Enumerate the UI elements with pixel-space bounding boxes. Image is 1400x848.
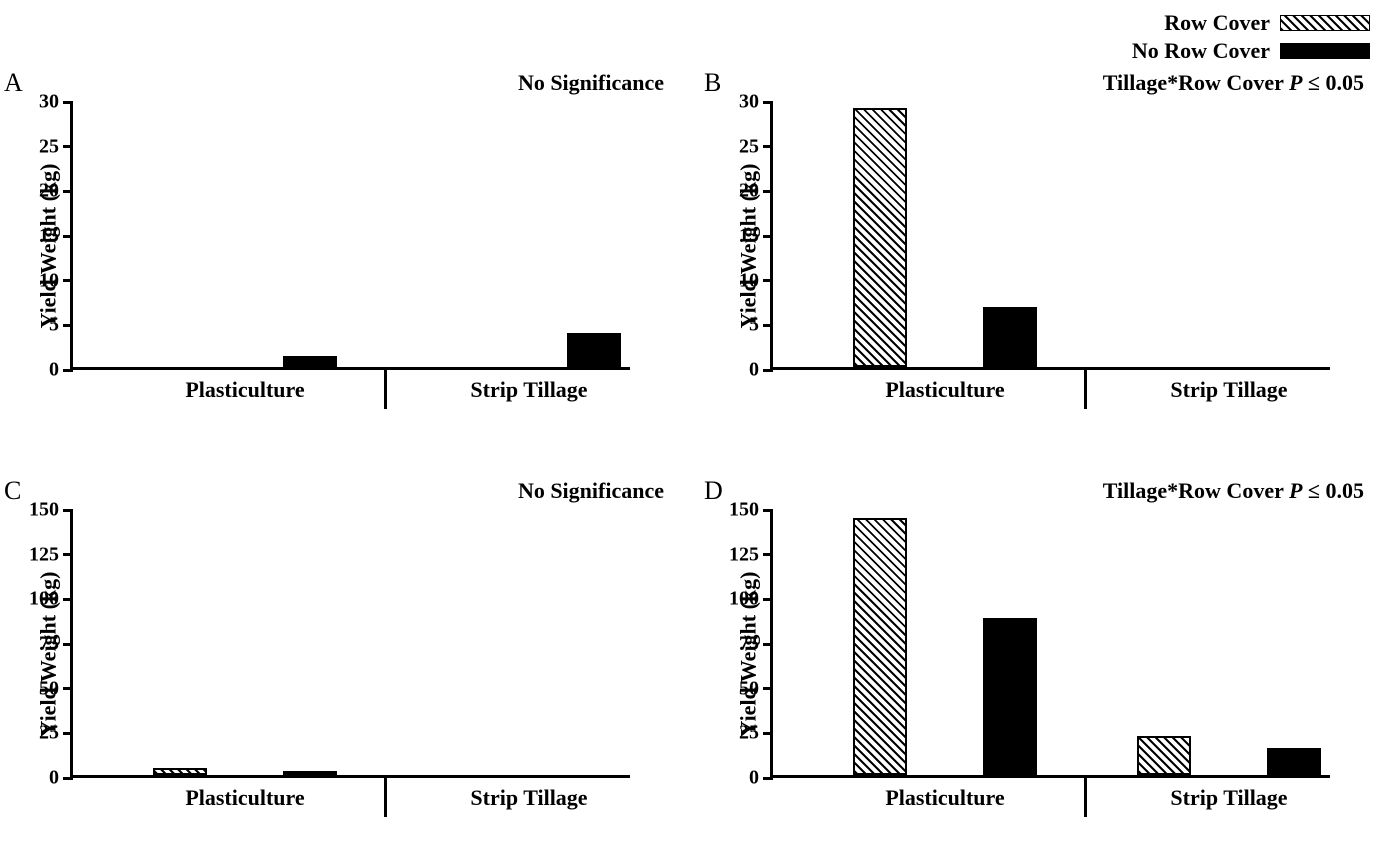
figure-container: Row Cover No Row Cover ANo SignificanceY… (0, 0, 1400, 848)
y-tick-label: 75 (39, 633, 73, 656)
y-tick-label: 30 (39, 91, 73, 114)
legend-row-cover: Row Cover (1132, 10, 1370, 36)
bar (283, 356, 337, 367)
bar (567, 333, 621, 367)
x-category-label: Strip Tillage (470, 775, 587, 811)
bar (853, 518, 907, 775)
y-tick-label: 10 (39, 269, 73, 292)
x-category-label: Strip Tillage (1170, 367, 1287, 403)
y-tick-label: 20 (39, 180, 73, 203)
legend-swatch-hatched (1280, 15, 1370, 31)
y-tick-label: 15 (739, 225, 773, 248)
y-tick-label: 50 (739, 677, 773, 700)
x-category-label: Plasticulture (885, 775, 1004, 811)
y-tick-label: 0 (49, 359, 73, 382)
x-category-label: Strip Tillage (1170, 775, 1287, 811)
y-tick-label: 100 (29, 588, 73, 611)
y-tick-label: 75 (739, 633, 773, 656)
legend-row-nocover: No Row Cover (1132, 38, 1370, 64)
bar (983, 618, 1037, 775)
panel-label: A (4, 68, 23, 98)
bar (1137, 736, 1191, 775)
panel-label: B (704, 68, 721, 98)
plot-area: 051015202530PlasticultureStrip Tillage (70, 102, 630, 370)
panel-A: ANo SignificanceYield Weight (kg)0510152… (20, 72, 670, 420)
y-tick-label: 10 (739, 269, 773, 292)
panel-label: C (4, 476, 21, 506)
y-tick-label: 150 (729, 499, 773, 522)
y-tick-label: 0 (749, 359, 773, 382)
legend-label-norowcover: No Row Cover (1132, 38, 1270, 64)
bar (983, 307, 1037, 367)
y-tick-label: 100 (729, 588, 773, 611)
y-tick-label: 20 (739, 180, 773, 203)
x-group-divider (384, 775, 387, 817)
panel-D: DTillage*Row Cover P ≤ 0.05Yield Weight … (720, 480, 1370, 828)
x-category-label: Plasticulture (185, 367, 304, 403)
y-tick-label: 15 (39, 225, 73, 248)
y-tick-label: 125 (29, 543, 73, 566)
significance-note: No Significance (518, 478, 664, 504)
x-group-divider (384, 367, 387, 409)
legend-label-rowcover: Row Cover (1164, 10, 1270, 36)
legend-swatch-solid (1280, 43, 1370, 59)
panel-C: CNo SignificanceYield Weight (kg)0255075… (20, 480, 670, 828)
significance-note: No Significance (518, 70, 664, 96)
y-tick-label: 5 (749, 314, 773, 337)
y-tick-label: 25 (739, 135, 773, 158)
plot-area: 0255075100125150PlasticultureStrip Tilla… (70, 510, 630, 778)
y-tick-label: 0 (749, 767, 773, 790)
y-tick-label: 0 (49, 767, 73, 790)
x-category-label: Plasticulture (185, 775, 304, 811)
significance-note: Tillage*Row Cover P ≤ 0.05 (1103, 478, 1364, 504)
y-tick-label: 125 (729, 543, 773, 566)
panel-B: BTillage*Row Cover P ≤ 0.05Yield Weight … (720, 72, 1370, 420)
x-category-label: Strip Tillage (470, 367, 587, 403)
y-tick-label: 25 (39, 135, 73, 158)
x-group-divider (1084, 367, 1087, 409)
legend: Row Cover No Row Cover (1132, 10, 1370, 64)
significance-note: Tillage*Row Cover P ≤ 0.05 (1103, 70, 1364, 96)
y-tick-label: 5 (49, 314, 73, 337)
x-group-divider (1084, 775, 1087, 817)
y-tick-label: 50 (39, 677, 73, 700)
panel-label: D (704, 476, 723, 506)
bar (853, 108, 907, 367)
bar (153, 768, 207, 775)
x-category-label: Plasticulture (885, 367, 1004, 403)
y-tick-label: 25 (739, 722, 773, 745)
y-tick-label: 30 (739, 91, 773, 114)
y-tick-label: 150 (29, 499, 73, 522)
plot-area: 0255075100125150PlasticultureStrip Tilla… (770, 510, 1330, 778)
y-tick-label: 25 (39, 722, 73, 745)
bar (1267, 748, 1321, 775)
plot-area: 051015202530PlasticultureStrip Tillage (770, 102, 1330, 370)
